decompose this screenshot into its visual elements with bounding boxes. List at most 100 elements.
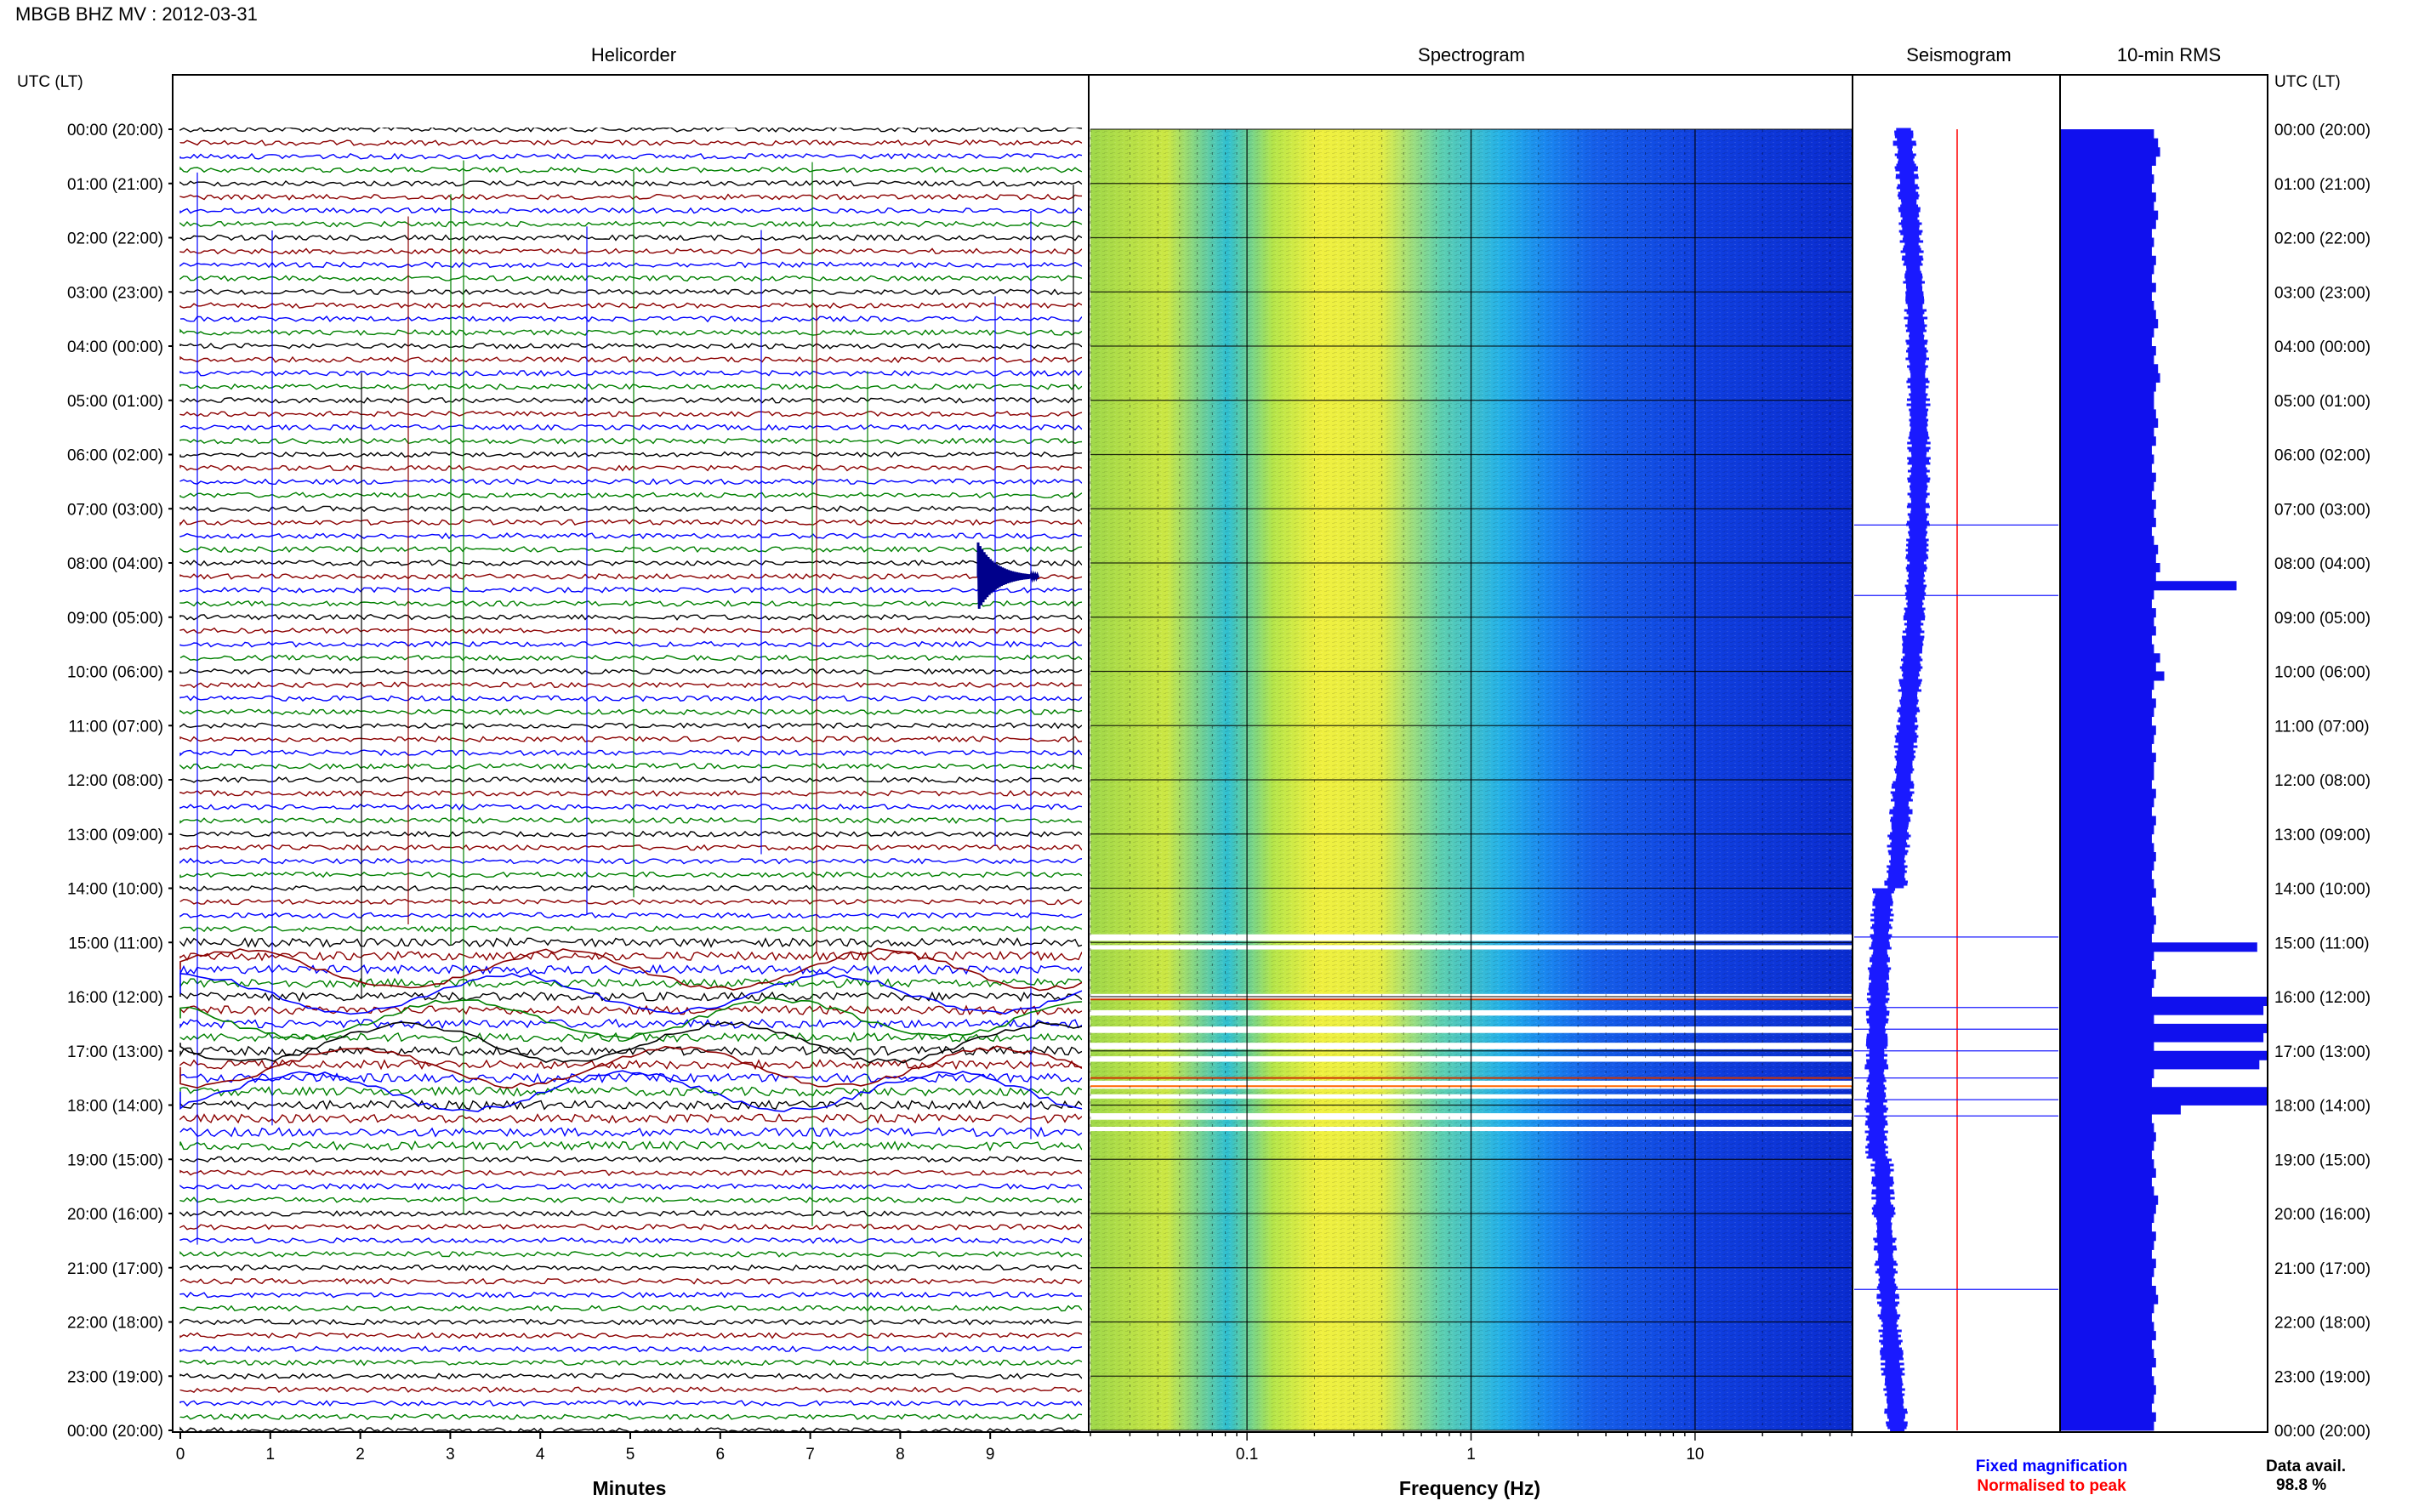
rms-bar: [2061, 1042, 2154, 1052]
rms-bar: [2061, 1259, 2156, 1269]
rms-bar: [2061, 571, 2156, 582]
rms-bar: [2061, 1005, 2264, 1015]
rms-bar: [2061, 1105, 2181, 1115]
helicorder-trace: [179, 1140, 1082, 1151]
helicorder-trace: [179, 640, 1082, 648]
panel-title-helicorder: Helicorder: [591, 44, 676, 65]
helicorder-trace: [179, 722, 1082, 730]
rms-bar: [2061, 1204, 2156, 1214]
rms-bar: [2061, 1349, 2154, 1359]
rms-bar: [2061, 626, 2156, 636]
rms-bar: [2061, 788, 2156, 799]
rms-bar: [2061, 300, 2154, 310]
rms-bar: [2061, 355, 2154, 365]
time-tick-label-left: 03:00 (23:00): [67, 284, 163, 302]
helicorder-trace: [179, 383, 1082, 390]
rms-bar: [2061, 978, 2154, 988]
helicorder-trace: [179, 1086, 1082, 1097]
helicorder-trace: [179, 451, 1082, 458]
rms-bar: [2061, 743, 2152, 753]
rms-bars: [2061, 129, 2268, 1431]
helicorder-trace: [179, 1250, 1082, 1258]
rms-bar: [2061, 282, 2156, 293]
rms-bar: [2061, 1384, 2156, 1395]
rms-bar: [2061, 1141, 2154, 1151]
left-axis-label: UTC (LT): [17, 73, 83, 91]
minute-tick-label: 1: [266, 1446, 276, 1464]
rms-bar: [2061, 1322, 2154, 1332]
minutes-axis-label: Minutes: [593, 1477, 667, 1499]
helicorder-trace: [179, 464, 1082, 472]
rms-bar: [2061, 1123, 2154, 1133]
rms-bar: [2061, 833, 2152, 844]
helicorder-trace: [179, 1345, 1082, 1353]
helicorder-trace: [179, 763, 1082, 770]
rms-bar: [2061, 725, 2156, 736]
time-tick-label-left: 19:00 (15:00): [67, 1151, 163, 1169]
helicorder-trace: [179, 247, 1082, 255]
page-title: MBGB BHZ MV : 2012-03-31: [15, 3, 258, 25]
main-frame: [172, 74, 2268, 1433]
time-tick-label-left: 11:00 (07:00): [68, 718, 163, 736]
right-axis-label: UTC (LT): [2274, 73, 2341, 91]
helicorder-trace: [179, 857, 1082, 865]
time-tick-label-left: 20:00 (16:00): [67, 1206, 163, 1224]
rms-bar: [2061, 509, 2154, 519]
helicorder-trace: [179, 613, 1082, 621]
time-tick-label-right: 11:00 (07:00): [2274, 718, 2370, 736]
rms-bar: [2061, 1403, 2152, 1413]
time-tick-label-right: 12:00 (08:00): [2274, 772, 2371, 790]
rms-bar: [2061, 680, 2154, 691]
helicorder-trace: [179, 261, 1082, 269]
helicorder-trace: [179, 546, 1082, 554]
data-availability-label: Data avail.: [2266, 1458, 2346, 1475]
rms-bar: [2061, 753, 2156, 763]
minute-tick-label: 3: [446, 1446, 455, 1464]
rms-bar: [2061, 436, 2156, 446]
rms-bar: [2061, 1050, 2268, 1060]
helicorder-trace: [179, 519, 1082, 526]
helicorder-trace: [179, 1059, 1082, 1071]
helicorder-trace: [179, 668, 1082, 675]
helicorder-trace: [179, 977, 1082, 989]
time-tick-label-left: 10:00 (06:00): [67, 664, 163, 682]
helicorder-trace: [179, 1032, 1082, 1043]
rms-bar: [2061, 1231, 2156, 1242]
helicorder-trace: [179, 1126, 1082, 1138]
panel-frames: [172, 74, 2268, 1433]
time-tick-label-left: 17:00 (13:00): [67, 1043, 163, 1061]
rms-bar: [2061, 1132, 2156, 1142]
rms-bar: [2061, 843, 2154, 853]
rms-bar: [2061, 1276, 2152, 1287]
rms-bar: [2061, 1358, 2156, 1368]
rms-bar: [2061, 418, 2159, 429]
rms-bar: [2061, 870, 2152, 880]
rms-bar: [2061, 427, 2154, 437]
time-tick-label-left: 06:00 (02:00): [67, 447, 163, 465]
helicorder-trace: [179, 681, 1082, 689]
minute-tick-label: 6: [716, 1446, 726, 1464]
helicorder-trace: [179, 803, 1082, 811]
rms-bar: [2061, 536, 2154, 546]
helicorder-earthquake: [976, 542, 1040, 609]
rms-bar: [2061, 1186, 2154, 1197]
helicorder-trace: [179, 1209, 1082, 1217]
time-tick-label-left: 21:00 (17:00): [67, 1260, 163, 1278]
frequency-tick-label: 1: [1466, 1446, 1476, 1464]
helicorder-trace: [179, 275, 1082, 282]
left-time-ticks: 00:00 (20:00) 01:00 (21:00) 02:00 (22:00) 0…: [67, 122, 173, 1441]
time-tick-label-right: 10:00 (06:00): [2274, 664, 2371, 682]
rms-bar: [2061, 708, 2154, 718]
helicorder-trace: [179, 1169, 1082, 1177]
rms-bar: [2061, 1032, 2264, 1043]
rms-bar: [2061, 942, 2257, 952]
rms-bar: [2061, 1312, 2152, 1322]
rms-bar: [2061, 878, 2154, 889]
helicorder-trace: [179, 736, 1082, 743]
rms-bar: [2061, 183, 2152, 193]
rms-bar: [2061, 247, 2152, 257]
helicorder-trace: [179, 1197, 1082, 1203]
rms-bar: [2061, 364, 2159, 374]
rms-bar: [2061, 599, 2152, 609]
rms-bar: [2061, 906, 2154, 916]
